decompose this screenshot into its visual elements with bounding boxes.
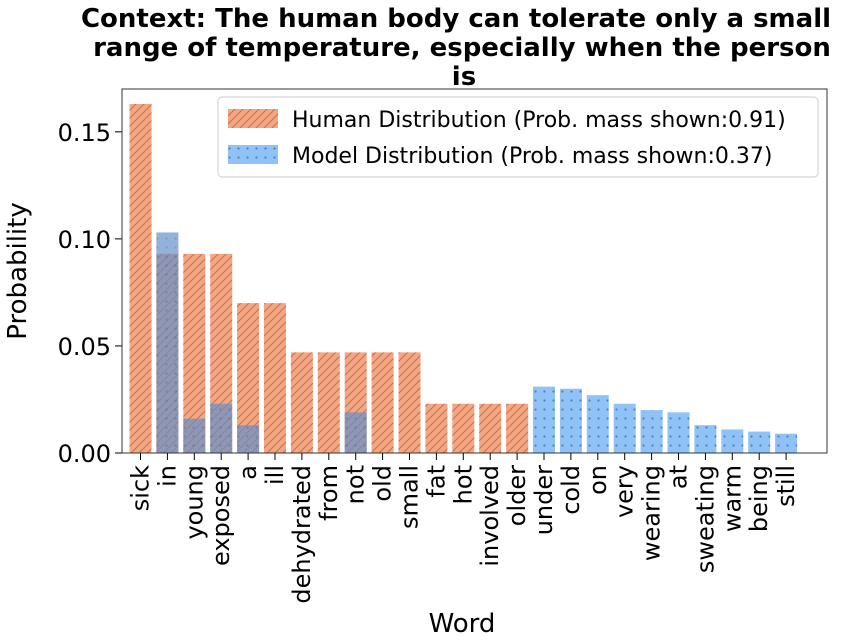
model-bar-overlap: [210, 403, 233, 453]
x-tick-label: a: [234, 465, 262, 480]
x-tick-label: older: [503, 465, 531, 526]
model-bar-overlap: [156, 232, 179, 453]
model-bar: [748, 431, 771, 453]
x-tick-label: cold: [557, 465, 585, 515]
model-bar-overlap: [183, 418, 206, 453]
human-bar: [506, 403, 529, 453]
x-tick-label: young: [180, 465, 208, 540]
y-tick-label: 0.05: [58, 333, 111, 361]
model-bar: [210, 403, 233, 453]
model-bar: [721, 429, 744, 453]
model-bar: [183, 418, 206, 453]
x-tick-label: in: [153, 465, 181, 487]
x-tick-label: warm: [718, 465, 746, 532]
human-bar: [398, 352, 421, 453]
x-tick-label: old: [369, 465, 397, 502]
x-axis-label: Word: [429, 609, 496, 639]
human-bar: [479, 403, 502, 453]
legend-swatch-human: [228, 109, 278, 128]
y-tick-label: 0.10: [58, 226, 111, 254]
model-bar: [640, 410, 663, 453]
human-bars: [129, 103, 529, 454]
x-tick-label: wearing: [638, 465, 666, 561]
human-bar: [264, 303, 286, 453]
legend-box: [217, 96, 819, 178]
x-tick-label: small: [396, 465, 424, 529]
chart-title: Context: The human body can tolerate onl…: [81, 4, 831, 92]
legend-label-model: Model Distribution (Prob. mass shown:0.3…: [292, 144, 772, 169]
model-bar-overlap: [237, 425, 260, 453]
x-tick-label: ill: [261, 465, 289, 485]
human-bar: [290, 352, 313, 453]
x-tick-label: not: [342, 465, 370, 504]
human-bar: [210, 253, 233, 453]
model-bar: [613, 403, 636, 453]
model-bar: [586, 395, 609, 453]
chart-title-line-1: Context: The human body can tolerate onl…: [81, 4, 831, 34]
y-axis-label: Probability: [3, 202, 33, 339]
x-axis-ticks: sickinyoungexposedailldehydratedfromnoto…: [127, 453, 800, 604]
model-bars: [156, 232, 798, 453]
model-bar: [237, 425, 260, 453]
x-tick-label: from: [315, 465, 343, 521]
x-tick-label: fat: [422, 465, 450, 498]
model-bar: [156, 232, 179, 453]
x-tick-label: being: [745, 465, 773, 532]
chart-title-line-3: is: [452, 62, 476, 92]
x-tick-label: hot: [449, 465, 477, 504]
plot-frame: [121, 88, 828, 454]
y-tick-label: 0.15: [58, 119, 111, 147]
y-axis-ticks: 0.00 0.05 0.10 0.15: [58, 119, 122, 468]
chart-title-line-2: range of temperature, especially when th…: [93, 33, 831, 63]
legend-swatch-model: [228, 145, 278, 164]
x-tick-label: very: [611, 465, 639, 518]
x-tick-label: at: [665, 465, 693, 489]
human-bar: [129, 103, 152, 454]
model-bar: [344, 412, 367, 453]
x-tick-label: dehydrated: [288, 465, 316, 604]
legend: Human Distribution (Prob. mass shown:0.9…: [217, 96, 819, 178]
x-tick-label: sweating: [691, 465, 719, 573]
x-tick-label: exposed: [207, 465, 235, 566]
model-bar: [667, 412, 690, 453]
x-tick-label: sick: [127, 465, 155, 511]
x-tick-label: involved: [476, 465, 504, 567]
y-tick-label: 0.00: [58, 440, 111, 468]
x-tick-label: under: [530, 465, 558, 535]
x-tick-label: still: [772, 465, 800, 507]
model-bar: [694, 425, 717, 453]
model-bar-overlap: [344, 412, 367, 453]
model-bar: [775, 433, 798, 453]
human-bar: [452, 403, 475, 453]
human-bar: [237, 303, 260, 453]
human-bar: [317, 352, 340, 453]
legend-label-human: Human Distribution (Prob. mass shown:0.9…: [292, 108, 786, 133]
human-bar: [425, 403, 448, 453]
model-bar: [559, 388, 582, 453]
human-bar: [371, 352, 394, 453]
model-bar: [533, 386, 555, 453]
human-bar: [183, 253, 206, 453]
x-tick-label: on: [584, 465, 612, 495]
